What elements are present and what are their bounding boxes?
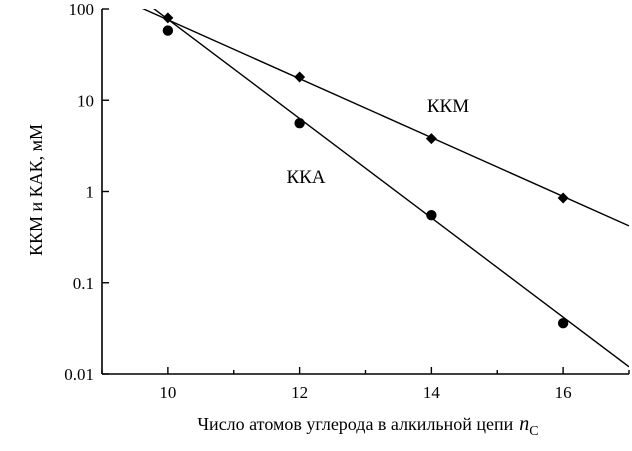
x-axis-variable-subscript: C xyxy=(529,424,538,439)
x-axis-title-text: Число атомов углерода в алкильной цепи xyxy=(197,414,513,434)
data-point-circle xyxy=(426,209,437,221)
data-point-diamond xyxy=(557,192,569,204)
series-label-1: ККМ xyxy=(427,96,469,117)
x-tick-label: 14 xyxy=(423,383,441,402)
fit-line xyxy=(153,9,629,368)
series-label-2: ККА xyxy=(286,167,325,188)
fit-line xyxy=(141,9,629,227)
y-tick-label: 100 xyxy=(69,0,95,19)
y-tick-label: 10 xyxy=(77,91,94,110)
x-axis-title: Число атомов углерода в алкильной цепи nC xyxy=(197,413,538,439)
data-point-circle xyxy=(162,25,174,36)
data-point-circle xyxy=(557,318,569,329)
labels: Число атомов углерода в алкильной цепи nC… xyxy=(26,124,539,439)
x-tick-label: 10 xyxy=(159,383,176,402)
data-point-circle xyxy=(294,118,305,129)
x-tick-label: 12 xyxy=(291,383,308,402)
y-tick-label: 1 xyxy=(86,183,95,202)
data-point-diamond xyxy=(425,133,437,145)
series-2 xyxy=(153,9,629,368)
y-axis-title: ККМ и КАК, мМ xyxy=(26,124,46,256)
x-axis-variable: n xyxy=(519,413,529,435)
x-tick-label: 16 xyxy=(555,383,572,402)
data-point-diamond xyxy=(294,71,306,83)
y-tick-label: 0.01 xyxy=(64,365,94,384)
axes: 10 12 14 16 0.01 0.1 1 10 100 ККМ ККА xyxy=(64,0,630,402)
y-tick-label: 0.1 xyxy=(73,274,94,293)
series-1 xyxy=(141,9,629,227)
plot-area xyxy=(141,9,629,368)
